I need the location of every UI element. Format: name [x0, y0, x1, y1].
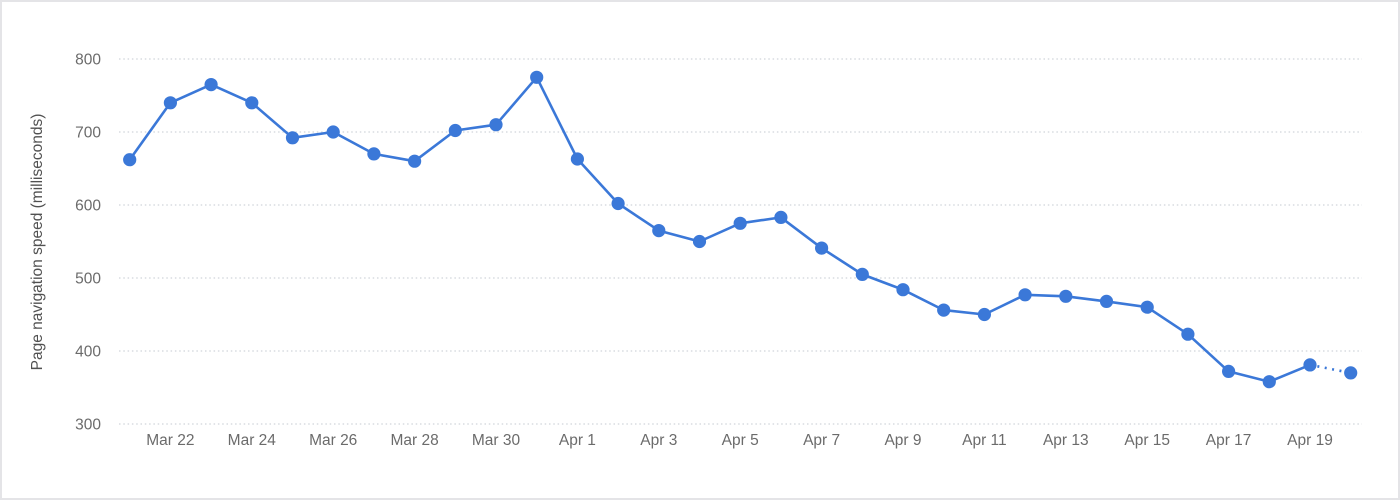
y-tick-label: 500 — [75, 270, 101, 287]
x-tick-label: Apr 11 — [962, 432, 1007, 449]
data-point — [774, 210, 788, 224]
data-point — [530, 70, 544, 84]
data-point — [652, 224, 666, 238]
x-tick-label: Apr 17 — [1206, 432, 1252, 449]
data-point — [245, 96, 259, 110]
data-point — [285, 131, 300, 145]
x-tick-label: Mar 22 — [146, 432, 194, 449]
data-point — [1018, 288, 1032, 302]
y-tick-label: 400 — [75, 343, 101, 360]
data-point — [163, 96, 177, 110]
data-point — [123, 153, 137, 167]
x-tick-label: Apr 5 — [722, 432, 759, 449]
data-point — [1140, 300, 1154, 314]
series-layer — [123, 70, 1358, 389]
data-point — [855, 267, 869, 281]
x-tick-label: Apr 7 — [803, 432, 840, 449]
data-point — [1262, 375, 1276, 389]
data-point — [408, 154, 422, 168]
y-axis-title: Page navigation speed (milliseconds) — [29, 114, 46, 371]
data-point — [1181, 327, 1195, 341]
data-point — [204, 78, 218, 92]
data-point — [896, 283, 910, 297]
data-point — [489, 118, 503, 132]
y-tick-label: 800 — [75, 51, 101, 68]
axis-labels-layer: 300 400 500 600 700 800 Mar 22 Mar 24 Mar 26 Mar … — [75, 51, 1333, 449]
x-tick-label: Apr 9 — [884, 432, 921, 449]
data-point — [977, 307, 992, 322]
data-point — [1059, 289, 1073, 303]
series-line — [128, 76, 1311, 383]
x-tick-label: Apr 15 — [1124, 432, 1170, 449]
x-tick-label: Mar 26 — [309, 432, 357, 449]
data-point — [1303, 358, 1317, 372]
data-point — [1099, 294, 1114, 308]
x-tick-label: Mar 24 — [228, 432, 277, 449]
data-point — [1344, 366, 1358, 380]
y-tick-label: 600 — [75, 197, 101, 214]
x-tick-label: Apr 19 — [1287, 432, 1333, 449]
x-tick-label: Mar 28 — [390, 432, 438, 449]
data-point — [448, 123, 462, 138]
data-point — [815, 241, 829, 255]
data-point — [1222, 364, 1236, 378]
x-tick-label: Mar 30 — [472, 432, 521, 449]
data-point — [367, 147, 381, 161]
data-point — [692, 234, 707, 249]
gridlines-layer — [119, 58, 1362, 425]
data-point — [611, 196, 625, 211]
x-tick-label: Apr 13 — [1043, 432, 1089, 449]
y-tick-label: 300 — [75, 416, 101, 433]
data-point — [570, 152, 585, 166]
data-point — [326, 125, 340, 139]
y-tick-label: 700 — [75, 124, 101, 141]
data-point — [937, 303, 951, 317]
x-tick-label: Apr 3 — [640, 432, 677, 449]
data-point — [733, 216, 747, 230]
x-tick-label: Apr 1 — [559, 432, 596, 449]
